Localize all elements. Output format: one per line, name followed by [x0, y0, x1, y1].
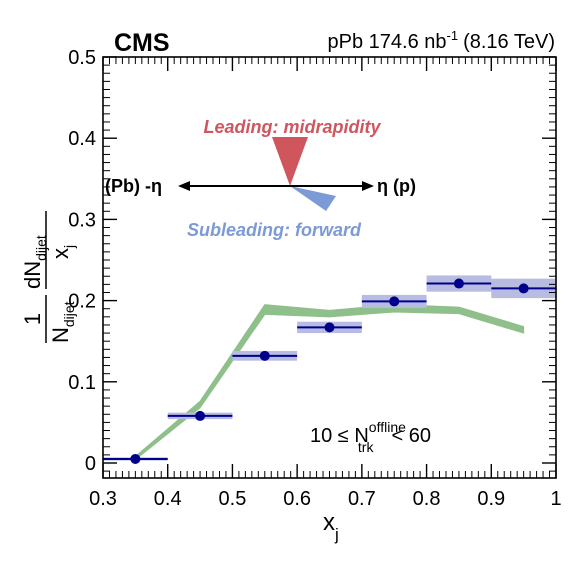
- y-axis-label-dn-sub: dijet: [33, 235, 49, 261]
- mc-band-group: [134, 304, 525, 461]
- x-tick-label: 0.9: [477, 488, 505, 510]
- eta-axis-left-arrow: [178, 181, 190, 191]
- x-tick-label: 0.4: [154, 488, 182, 510]
- mc-band: [134, 304, 525, 461]
- inset-leading-label: Leading: midrapidity: [203, 117, 381, 137]
- y-axis-label: 1 Ndijet dNdijet xj: [20, 211, 77, 343]
- y-tick-label: 0: [85, 453, 96, 475]
- x-axis-label-sub: j: [334, 525, 339, 544]
- y-axis-label-numerator: dNdijet: [20, 235, 49, 289]
- y-axis-label-dx-main: x: [48, 248, 73, 259]
- subleading-jet-cone: [290, 186, 336, 211]
- y-tick-label: 0.3: [68, 209, 96, 231]
- annotation-sup: offline: [369, 419, 406, 435]
- y-axis-label-n-sub: dijet: [61, 301, 77, 327]
- data-point: [324, 322, 335, 333]
- y-axis-label-denominator: Ndijet: [48, 301, 77, 343]
- data-point: [389, 296, 400, 307]
- eta-axis-right-arrow: [362, 181, 374, 191]
- x-tick-label: 0.6: [283, 488, 311, 510]
- leading-jet-cone: [272, 137, 308, 186]
- data-point-group: [103, 278, 556, 464]
- x-axis-label: xj: [323, 509, 339, 544]
- annotation-rhs: < 60: [391, 425, 430, 447]
- annotation-lhs: 10 ≤ N: [310, 425, 369, 447]
- annotation-sub: trk: [358, 439, 375, 455]
- inset-subleading-label: Subleading: forward: [187, 220, 362, 240]
- x-axis-label-main: x: [323, 509, 335, 536]
- y-axis-label-dx-sub: j: [61, 245, 77, 249]
- x-tick-label: 0.7: [348, 488, 376, 510]
- kinematics-inset: Leading: midrapidity (Pb) -η η (p) Suble…: [105, 117, 416, 240]
- data-point: [130, 453, 141, 464]
- subtitle-prefix: pPb 174.6 nb: [328, 31, 447, 53]
- multiplicity-annotation: 10 ≤ Noffline trk < 60: [310, 419, 431, 455]
- inset-right-label: η (p): [377, 176, 416, 196]
- y-axis-label-n: N: [48, 327, 73, 343]
- y-axis-label-one: 1: [20, 313, 45, 325]
- experiment-label: CMS: [114, 29, 170, 57]
- y-axis-label-dx: xj: [48, 245, 77, 259]
- y-tick-label: 0.5: [68, 47, 96, 69]
- subtitle-suffix: (8.16 TeV): [463, 31, 555, 53]
- x-tick-label: 0.5: [219, 488, 247, 510]
- data-point: [195, 410, 206, 421]
- subtitle-exponent: -1: [447, 28, 459, 43]
- data-point: [453, 278, 464, 289]
- y-axis-label-dn: dN: [20, 261, 45, 289]
- y-tick-label: 0.2: [68, 291, 96, 313]
- x-tick-label: 1: [550, 488, 561, 510]
- chart-subtitle: pPb 174.6 nb-1 (8.16 TeV): [328, 28, 555, 53]
- data-point: [518, 283, 529, 294]
- y-tick-label: 0.4: [68, 128, 96, 150]
- x-tick-label: 0.3: [89, 488, 117, 510]
- inset-left-label: (Pb) -η: [105, 176, 162, 196]
- axis-ticks: 0.3 0.4 0.5 0.6 0.7 0.8 0.9 1 0 0.1 0.2 0.3 0.4 0.5: [68, 47, 561, 510]
- y-tick-label: 0.1: [68, 372, 96, 394]
- x-tick-label: 0.8: [413, 488, 441, 510]
- data-point: [259, 350, 270, 361]
